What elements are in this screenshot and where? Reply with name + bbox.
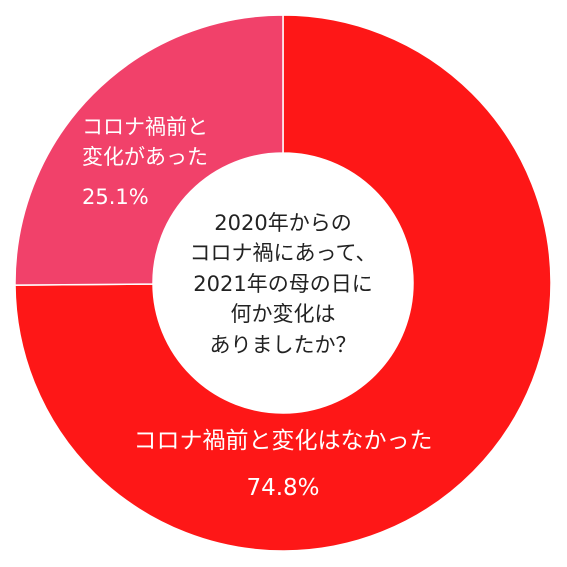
- donut-slice: [14, 14, 284, 286]
- donut-slice: [14, 14, 552, 552]
- value-label: 74.8%: [246, 475, 320, 501]
- value-label: 25.1%: [82, 185, 149, 209]
- center-title: 2020年からの コロナ禍にあって、 2021年の母の日に 何か変化は ありまし…: [189, 211, 377, 357]
- slice-label: コロナ禍前と変化はなかった: [133, 428, 433, 454]
- slice-label: コロナ禍前と 変化があった: [82, 115, 208, 170]
